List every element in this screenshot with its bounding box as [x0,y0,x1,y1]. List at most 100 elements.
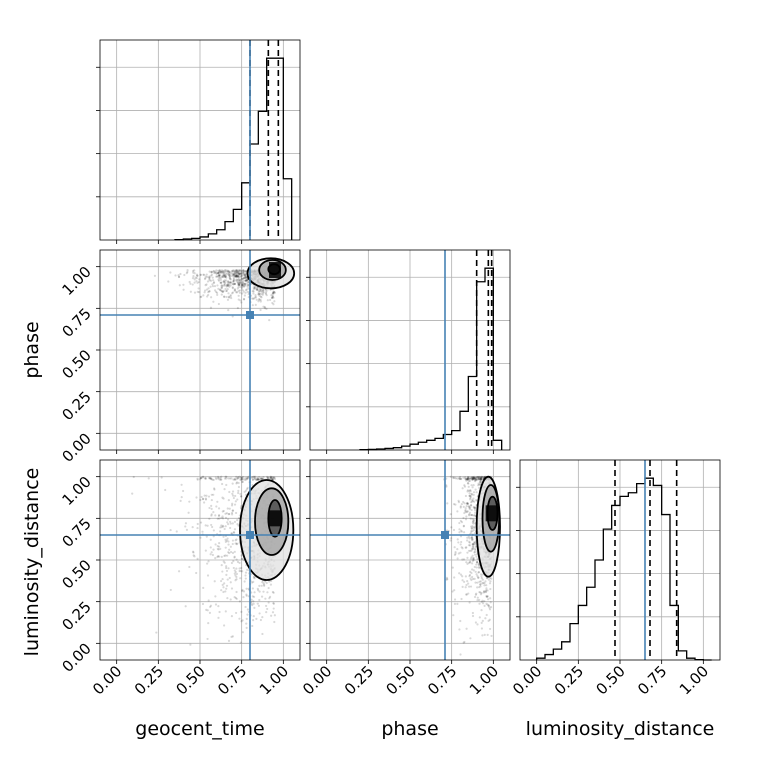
sample-point [478,476,481,479]
sample-point [458,477,462,481]
sample-point [466,562,469,566]
sample-point [216,544,219,548]
sample-point [244,275,248,278]
sample-point [246,568,249,571]
sample-point [466,476,470,479]
sample-point [481,475,484,479]
sample-point [468,573,472,577]
sample-point [488,606,491,609]
sample-point [251,478,254,481]
sample-point [477,563,480,566]
sample-point [238,289,242,292]
sample-point [478,483,481,486]
sample-point [472,526,475,529]
x-tick-label: 0.25 [131,662,167,698]
sample-point [202,273,206,276]
sample-point [260,288,263,292]
sample-point [217,287,220,290]
sample-point [246,476,249,479]
sample-point [470,501,473,504]
sample-point [476,557,479,560]
sample-point [260,477,263,481]
sample-point [208,276,211,279]
sample-point [473,577,476,580]
sample-point [467,477,470,480]
sample-point [470,500,474,503]
sample-point [470,492,473,495]
sample-point [220,285,223,288]
sample-point [478,566,481,569]
sample-point [208,477,211,480]
sample-point [222,590,225,594]
sample-point [239,279,242,282]
sample-point [268,580,271,583]
sample-point [265,290,268,293]
sample-point [212,300,215,303]
sample-point [252,602,255,605]
sample-point [195,277,198,280]
sample-point [220,270,223,273]
sample-point [201,498,205,501]
sample-point [468,601,471,604]
sample-point [250,581,254,584]
sample-point [474,541,477,544]
sample-point [445,485,448,488]
sample-point [452,476,455,479]
sample-point [261,477,264,480]
sample-point [241,631,244,634]
sample-point [459,519,462,523]
sample-point [225,483,228,487]
sample-point [469,549,472,553]
sample-point [242,269,245,272]
sample-point [470,556,473,559]
sample-point [188,500,191,503]
sample-point [210,270,214,274]
sample-point [210,523,213,527]
sample-point [225,475,228,478]
sample-point [255,478,259,481]
sample-point [246,487,249,491]
sample-point [462,476,465,479]
xlabel-geocent-time: geocent_time [135,718,264,740]
sample-point [223,477,227,480]
sample-point [238,275,241,278]
sample-point [479,583,482,586]
sample-point [217,274,221,277]
sample-point [473,550,477,553]
sample-point [256,288,259,292]
sample-point [478,602,481,605]
sample-point [230,615,234,618]
sample-point [237,491,240,495]
sample-point [233,275,236,278]
sample-point [457,541,460,544]
sample-point [199,295,202,299]
sample-point [482,590,486,593]
sample-point [463,640,466,644]
sample-point [465,505,468,508]
sample-point [213,580,216,583]
sample-point [469,477,472,480]
sample-point [233,289,236,292]
sample-point [262,289,265,292]
sample-point [263,584,266,587]
sample-point [478,586,481,589]
sample-point [233,272,236,275]
sample-point [233,478,236,481]
sample-point [240,610,243,613]
sample-point [236,519,239,522]
sample-point [225,289,228,292]
sample-point [247,476,250,480]
sample-point [460,521,464,524]
sample-point [464,575,467,578]
sample-point [471,514,474,517]
sample-point [237,275,240,278]
sample-point [244,279,247,282]
sample-point [272,602,275,605]
sample-point [481,634,484,637]
sample-point [203,494,206,497]
sample-point [469,517,472,520]
sample-point [205,288,209,291]
sample-point [218,274,221,277]
sample-point [204,284,207,287]
sample-point [232,283,235,286]
